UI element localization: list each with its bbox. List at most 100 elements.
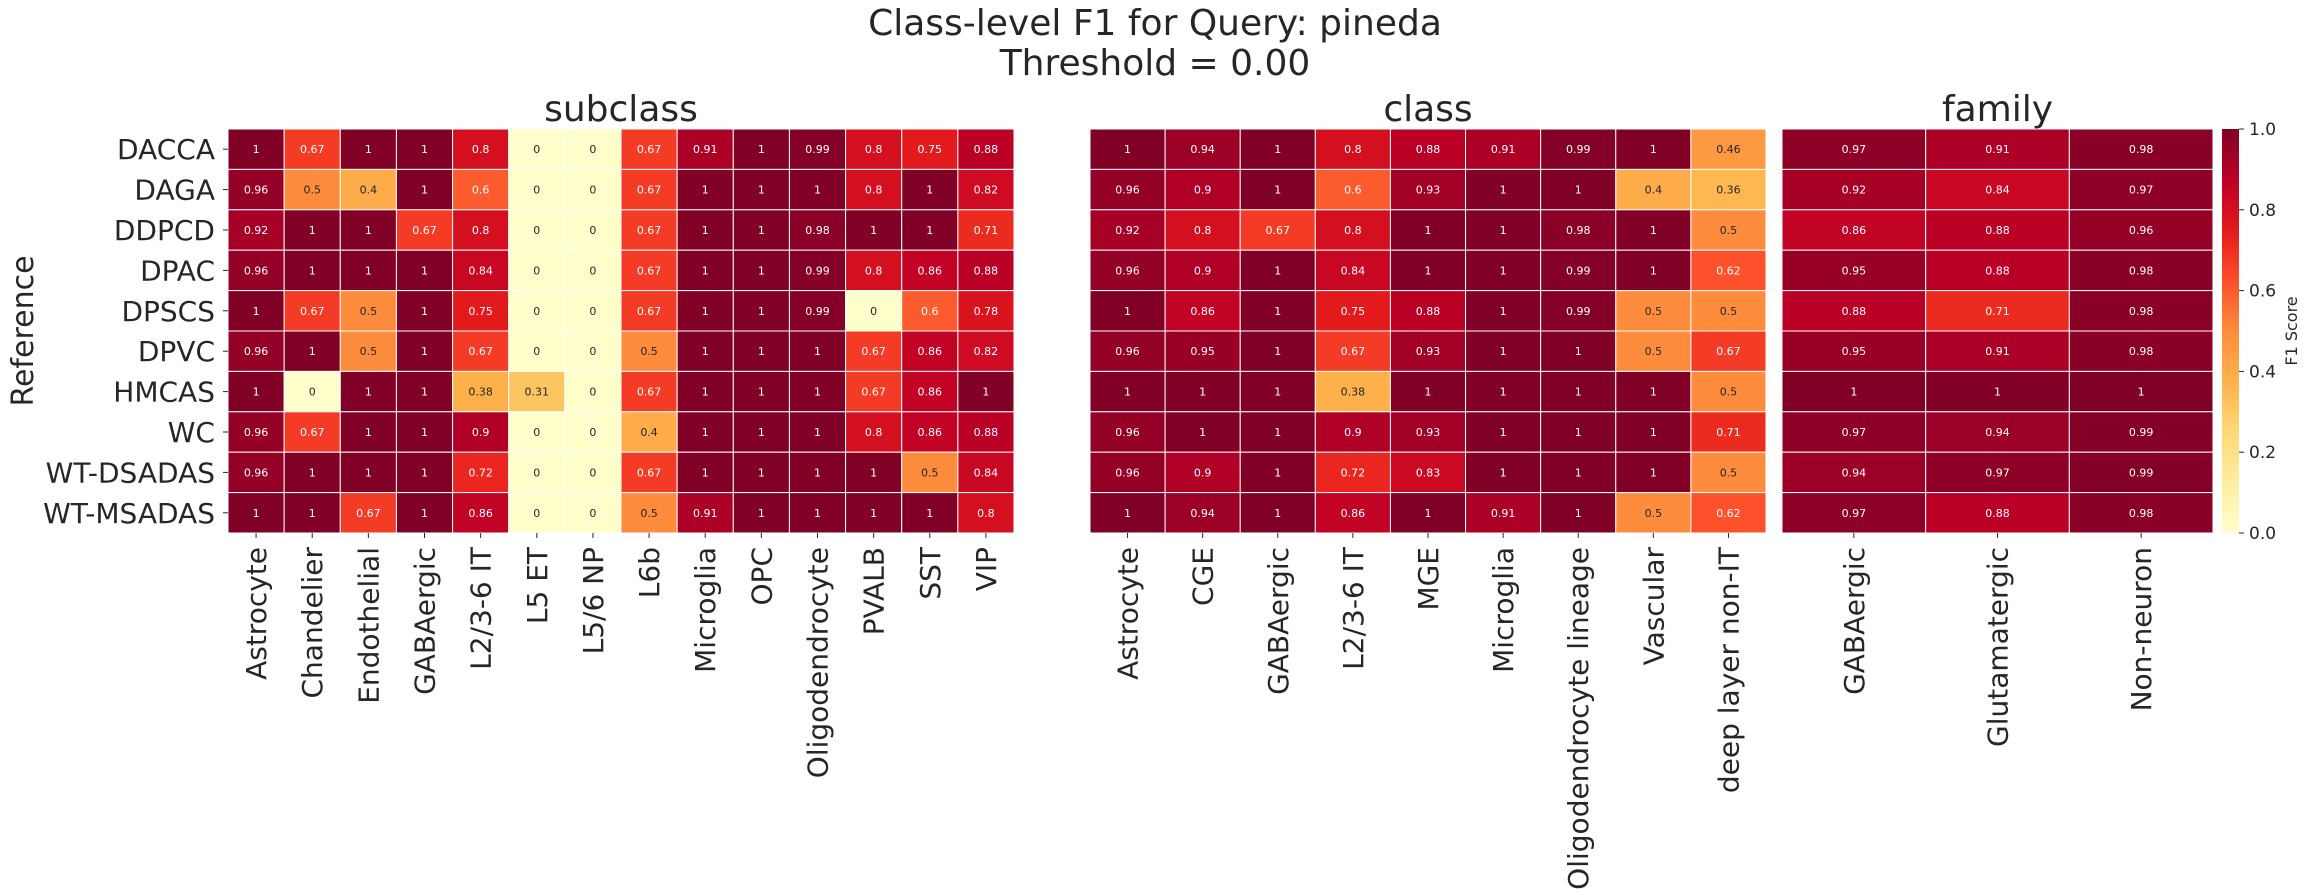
x-tick-label: Oligodendrocyte xyxy=(802,547,835,778)
cell-value-label: 0.91 xyxy=(1491,507,1516,520)
cell-value-label: 1 xyxy=(758,466,765,479)
cell-value-label: 0.92 xyxy=(244,224,269,237)
cell-value-label: 1 xyxy=(926,224,933,237)
cell-value-label: 0 xyxy=(589,386,596,399)
y-tick-label: WT-MSADAS xyxy=(43,497,215,530)
cell-value-label: 1 xyxy=(1575,386,1582,399)
cell-value-label: 0.97 xyxy=(1842,426,1867,439)
heatmap-cell xyxy=(1239,290,1316,332)
heatmap-cell xyxy=(1389,168,1467,211)
y-tick-label: DDPCD xyxy=(114,214,215,247)
heatmap-cell xyxy=(1389,290,1467,332)
cell-value-label: 1 xyxy=(421,507,428,520)
y-tick-label: DPSCS xyxy=(121,295,215,328)
heatmap-cell xyxy=(283,492,341,534)
heatmap-cell xyxy=(1089,411,1166,453)
heatmap-cell xyxy=(845,451,903,494)
heatmap-cell xyxy=(1465,290,1542,332)
heatmap-cell xyxy=(1089,290,1166,332)
cell-value-label: 0.8 xyxy=(865,143,883,156)
x-tick-label: L6b xyxy=(633,547,666,598)
cell-value-label: 0.84 xyxy=(468,264,493,277)
heatmap-cell xyxy=(1925,330,2070,372)
cell-value-label: 1 xyxy=(253,507,260,520)
cell-value-label: 0 xyxy=(589,184,596,197)
heatmap-cell xyxy=(1925,209,2070,251)
cell-value-label: 0.86 xyxy=(918,345,943,358)
x-tick-label: GABAergic xyxy=(1262,547,1295,695)
chart-title: Class-level F1 for Query: pineda xyxy=(868,3,1442,44)
cell-value-label: 0.67 xyxy=(468,345,493,358)
cell-value-label: 0.86 xyxy=(1842,224,1867,237)
cell-value-label: 1 xyxy=(1274,264,1281,277)
heatmap-cell xyxy=(2068,249,2214,292)
heatmap-cell xyxy=(788,249,847,292)
cell-value-label: 0.67 xyxy=(637,305,662,318)
heatmap-cell xyxy=(2068,370,2214,413)
cell-value-label: 0.78 xyxy=(974,305,999,318)
x-tick-label: GABAergic xyxy=(409,547,442,695)
cell-value-label: 0.99 xyxy=(1566,305,1591,318)
heatmap-cell xyxy=(452,370,510,413)
row-labels: DACCA DAGA DDPCD DPAC DPSCS DPVC HMCAS WC WT-DSA… xyxy=(43,133,228,530)
cell-value-label: 0.97 xyxy=(1985,466,2010,479)
cell-value-label: 1 xyxy=(309,264,316,277)
cell-value-label: 1 xyxy=(1124,305,1131,318)
heatmap-cell xyxy=(732,290,790,332)
cell-value-label: 0.92 xyxy=(1842,184,1867,197)
cell-value-label: 1 xyxy=(814,345,821,358)
cell-value-label: 1 xyxy=(1274,184,1281,197)
heatmap-cell xyxy=(1781,168,1927,211)
heatmap-cell xyxy=(339,330,397,372)
cell-value-label: 0.67 xyxy=(1266,224,1291,237)
cell-value-label: 1 xyxy=(1500,466,1507,479)
colorbar-tick-label: 0.0 xyxy=(2249,524,2276,544)
cell-value-label: 0.96 xyxy=(244,184,269,197)
cell-value-label: 0.9 xyxy=(1194,264,1212,277)
heatmap-cell xyxy=(1465,411,1542,453)
heatmap-cell xyxy=(901,492,959,534)
heatmap-cell xyxy=(1540,411,1617,453)
heatmap-cell xyxy=(1314,370,1391,413)
heatmap-cell xyxy=(1239,370,1316,413)
cell-value-label: 1 xyxy=(365,466,372,479)
heatmap-cell xyxy=(732,451,790,494)
heatmap-cell xyxy=(564,451,622,494)
cell-value-label: 1 xyxy=(365,386,372,399)
heatmap-cell xyxy=(845,492,903,534)
cell-value-label: 0.88 xyxy=(1985,224,2010,237)
x-tick-label: L2/3-6 IT xyxy=(1337,546,1370,670)
cell-value-label: 0.5 xyxy=(360,305,378,318)
cell-value-label: 0.67 xyxy=(1716,345,1741,358)
cell-value-label: 1 xyxy=(702,184,709,197)
heatmap-cell xyxy=(1925,128,2070,170)
heatmap-cell xyxy=(1089,370,1166,413)
heatmap-cell xyxy=(845,290,903,332)
heatmap-cell xyxy=(1314,451,1391,494)
cell-value-label: 0.86 xyxy=(918,426,943,439)
cell-value-label: 1 xyxy=(814,184,821,197)
cell-value-label: 0.93 xyxy=(1416,345,1441,358)
cell-value-label: 0.9 xyxy=(1194,184,1212,197)
heatmap-cell xyxy=(564,330,622,372)
heatmap-cell xyxy=(845,128,903,170)
cell-value-label: 1 xyxy=(365,426,372,439)
heatmap-cell xyxy=(901,370,959,413)
heatmap-cell xyxy=(452,168,510,211)
cell-value-label: 1 xyxy=(309,345,316,358)
cell-value-label: 0.94 xyxy=(1190,507,1215,520)
cell-value-label: 0.6 xyxy=(921,305,939,318)
heatmap-cell xyxy=(2068,168,2214,211)
cell-value-label: 1 xyxy=(253,386,260,399)
x-tick-label: OPC xyxy=(745,547,778,605)
heatmap-cell xyxy=(620,249,678,292)
cell-value-label: 1 xyxy=(702,386,709,399)
heatmap-cell xyxy=(1925,492,2070,534)
heatmap-cell xyxy=(1239,209,1316,251)
cell-value-label: 1 xyxy=(758,426,765,439)
heatmap-cell xyxy=(1389,209,1467,251)
cell-value-label: 0.84 xyxy=(974,466,999,479)
heatmap-cell xyxy=(957,370,1015,413)
heatmap-cell xyxy=(395,370,454,413)
